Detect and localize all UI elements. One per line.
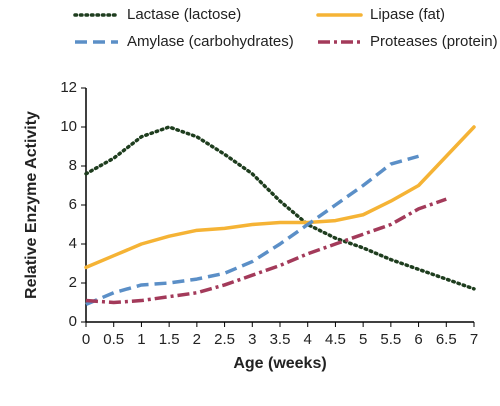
y-tick-label: 10 (60, 118, 77, 135)
x-tick-label: 6.5 (436, 331, 457, 348)
x-tick-label: 6 (414, 331, 422, 348)
x-tick-label: 3.5 (270, 331, 291, 348)
y-tick-label: 0 (69, 313, 77, 330)
x-tick-label: 4.5 (325, 331, 346, 348)
series-line (85, 154, 420, 307)
y-tick-label: 4 (69, 235, 77, 252)
x-tick-label: 0.5 (103, 331, 124, 348)
series-line (85, 197, 447, 305)
series-line (84, 125, 476, 270)
y-tick-label: 8 (69, 157, 77, 174)
legend-label: Amylase (carbohydrates) (127, 33, 294, 50)
y-axis-title: Relative Enzyme Activity (23, 111, 40, 299)
x-tick-label: 0 (82, 331, 90, 348)
x-tick-label: 1 (137, 331, 145, 348)
x-tick-label: 7 (470, 331, 478, 348)
x-tick-label: 1.5 (159, 331, 180, 348)
legend-label: Proteases (protein) (370, 33, 498, 50)
x-tick-label: 5 (359, 331, 367, 348)
x-tick-label: 5.5 (380, 331, 401, 348)
y-tick-label: 12 (60, 79, 77, 96)
series-line (84, 125, 476, 291)
x-tick-label: 3 (248, 331, 256, 348)
x-tick-label: 2 (193, 331, 201, 348)
legend-label: Lactase (lactose) (127, 6, 241, 23)
x-axis-title: Age (weeks) (233, 355, 326, 372)
y-tick-label: 2 (69, 274, 77, 291)
x-tick-label: 4 (304, 331, 312, 348)
x-tick-label: 2.5 (214, 331, 235, 348)
legend-label: Lipase (fat) (370, 6, 445, 23)
y-tick-label: 6 (69, 196, 77, 213)
